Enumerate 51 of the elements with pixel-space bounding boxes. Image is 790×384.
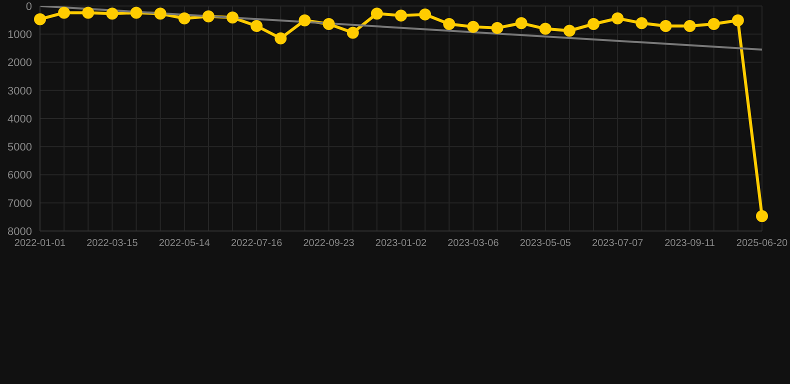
point	[515, 17, 528, 30]
point	[250, 20, 263, 32]
point	[106, 8, 118, 20]
x-tick-label: 2023-03-06	[448, 238, 500, 250]
point	[708, 18, 720, 30]
point	[443, 18, 456, 30]
point	[539, 22, 552, 35]
point	[491, 22, 504, 34]
point	[322, 18, 335, 30]
point	[467, 20, 480, 33]
point	[130, 6, 142, 19]
point	[34, 13, 46, 26]
x-tick-label: 2023-09-11	[664, 238, 716, 250]
point	[82, 6, 94, 19]
point	[370, 8, 383, 20]
y-tick-label: 1000	[8, 29, 32, 42]
point	[395, 10, 407, 22]
point	[636, 17, 648, 30]
x-tick-label: 2022-09-23	[303, 238, 355, 250]
point	[154, 8, 166, 20]
x-tick-label: 2022-07-16	[231, 238, 283, 250]
x-tick-label: 2022-01-01	[14, 238, 66, 250]
y-tick-label: 8000	[8, 226, 32, 238]
point	[756, 210, 768, 222]
point	[419, 8, 432, 20]
point	[588, 18, 600, 30]
y-tick-label: 6000	[8, 170, 32, 182]
point	[684, 20, 696, 32]
point	[298, 14, 311, 26]
y-tick-label: 3000	[8, 85, 32, 98]
x-tick-label: 2023-07-07	[592, 238, 644, 250]
y-tick-label: 4000	[8, 113, 32, 126]
y-tick-label: 7000	[8, 198, 32, 210]
y-tick-label: 2000	[8, 57, 32, 70]
x-tick-label: 2025-06-20	[736, 238, 788, 250]
point	[274, 32, 287, 44]
y-tick-label: 0	[26, 0, 32, 13]
point	[178, 12, 190, 24]
point	[346, 26, 359, 39]
x-tick-label: 2023-01-02	[375, 238, 428, 250]
point	[612, 12, 624, 24]
point	[202, 10, 214, 22]
point	[226, 12, 239, 24]
point	[563, 24, 576, 37]
x-tick-label: 2023-05-05	[520, 238, 572, 250]
point	[58, 6, 70, 19]
x-tick-label: 2022-05-14	[158, 238, 210, 250]
point	[660, 20, 672, 32]
y-tick-label: 5000	[8, 142, 32, 154]
x-tick-label: 2022-03-15	[86, 238, 138, 250]
point	[732, 14, 744, 26]
